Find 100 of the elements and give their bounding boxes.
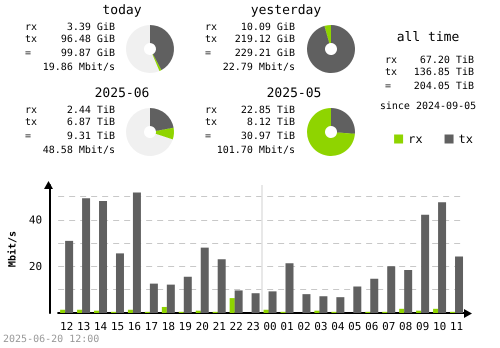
text: tx — [25, 116, 38, 130]
x-tick-label: 08 — [399, 320, 412, 333]
bar — [252, 293, 260, 313]
x-tick-label: 16 — [128, 320, 142, 333]
x-tick-label: 17 — [144, 320, 158, 333]
x-tick-label: 18 — [162, 320, 175, 333]
text: 9.31 TiB — [66, 130, 115, 144]
chart-title: 2025-06 — [94, 86, 150, 101]
bar — [60, 310, 66, 313]
y-axis-title: Mbit/s — [6, 230, 18, 268]
bar — [65, 240, 74, 313]
text: 96.48 GiB — [60, 33, 115, 47]
bar — [302, 294, 310, 313]
text: rx — [385, 54, 398, 68]
bar — [200, 248, 209, 313]
bar — [421, 214, 430, 313]
text: tx — [205, 33, 218, 47]
text: = — [385, 80, 392, 94]
bar — [336, 297, 344, 313]
x-tick-label: 05 — [348, 320, 362, 333]
text: 22.79 Mbit/s — [222, 61, 295, 75]
text: since 2024-09-05 — [380, 100, 476, 114]
text: = — [205, 47, 212, 61]
text: 8.12 TiB — [246, 116, 295, 130]
bar — [82, 198, 90, 313]
bar — [184, 276, 192, 313]
text: 229.21 GiB — [234, 47, 295, 61]
text: rx — [25, 21, 38, 35]
x-tick-label: 00 — [263, 320, 277, 333]
text: 219.12 GiB — [234, 33, 295, 47]
text: all time — [396, 30, 460, 45]
x-tick-label: 15 — [110, 320, 124, 333]
bar — [218, 259, 226, 313]
text: 99.87 GiB — [60, 47, 115, 61]
legend-label: rx — [408, 132, 423, 146]
text: = — [25, 47, 32, 61]
bar — [77, 310, 82, 313]
x-tick-label: 04 — [331, 320, 345, 333]
text: 136.85 TiB — [414, 66, 474, 80]
bar — [268, 291, 277, 313]
x-tick-label: 02 — [297, 320, 311, 333]
bar — [353, 286, 362, 313]
bar — [132, 192, 141, 313]
x-tick-label: 13 — [76, 320, 90, 333]
bar — [404, 270, 412, 313]
x-tick-label: 12 — [60, 320, 74, 333]
x-tick-label: 09 — [416, 320, 430, 333]
bar — [264, 310, 269, 313]
bar — [438, 202, 446, 313]
legend-label: tx — [458, 132, 474, 146]
y-tick-label: 40 — [28, 213, 42, 226]
chart-title: today — [102, 3, 142, 18]
x-tick-label: 20 — [196, 320, 209, 333]
x-tick-label: 21 — [212, 320, 226, 333]
x-tick-label: 06 — [365, 320, 378, 333]
x-tick-label: 07 — [382, 320, 396, 333]
text: 19.86 Mbit/s — [42, 61, 115, 75]
bar — [234, 290, 243, 313]
text: rx — [25, 104, 38, 118]
text: tx — [385, 66, 398, 80]
bar — [150, 284, 158, 313]
x-tick-label: 23 — [246, 320, 260, 333]
text: 204.05 TiB — [414, 80, 474, 94]
chart-title: yesterday — [250, 3, 322, 18]
bar — [286, 263, 294, 313]
bar — [162, 306, 167, 313]
text: = — [205, 130, 212, 144]
chart-title: 2025-05 — [266, 86, 322, 101]
x-tick-label: 11 — [450, 320, 464, 333]
bar — [230, 298, 235, 313]
bar — [166, 284, 175, 313]
x-tick-label: 10 — [432, 320, 446, 333]
x-tick-label: 14 — [94, 320, 108, 333]
x-tick-label: 22 — [230, 320, 243, 333]
text: 67.20 TiB — [420, 54, 474, 67]
bar — [387, 266, 396, 313]
bar — [99, 201, 108, 313]
text: 10.09 GiB — [240, 21, 295, 34]
text: 48.58 Mbit/s — [42, 144, 115, 158]
x-tick-label: 19 — [178, 320, 192, 333]
text: 101.70 Mbit/s — [216, 144, 295, 158]
bar — [399, 308, 404, 313]
x-tick-label: 03 — [314, 320, 328, 333]
bar — [116, 253, 124, 313]
text: 2025-06-20 12:00 — [3, 333, 100, 347]
text: rx — [205, 104, 218, 118]
text: 30.97 TiB — [240, 130, 295, 144]
text: = — [25, 130, 32, 144]
text: 3.39 GiB — [66, 21, 115, 34]
text: rx — [205, 21, 218, 35]
bar — [128, 310, 133, 313]
bar — [370, 278, 378, 313]
bar — [319, 296, 328, 313]
text: tx — [205, 116, 218, 130]
bar — [433, 308, 438, 313]
text: 22.85 TiB — [240, 104, 295, 117]
x-tick-label: 01 — [280, 320, 294, 333]
bar — [455, 256, 464, 313]
text: 2.44 TiB — [66, 104, 115, 117]
text: 6.87 TiB — [66, 116, 115, 130]
